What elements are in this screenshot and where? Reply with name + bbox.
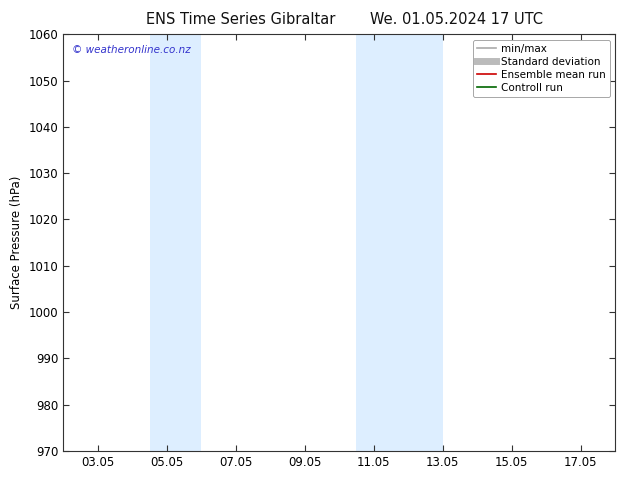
Legend: min/max, Standard deviation, Ensemble mean run, Controll run: min/max, Standard deviation, Ensemble me… — [473, 40, 610, 97]
Text: ENS Time Series Gibraltar: ENS Time Series Gibraltar — [146, 12, 335, 27]
Text: We. 01.05.2024 17 UTC: We. 01.05.2024 17 UTC — [370, 12, 543, 27]
Bar — [150, 34, 202, 451]
Text: © weatheronline.co.nz: © weatheronline.co.nz — [72, 45, 190, 55]
Bar — [356, 34, 443, 451]
Y-axis label: Surface Pressure (hPa): Surface Pressure (hPa) — [10, 176, 23, 309]
